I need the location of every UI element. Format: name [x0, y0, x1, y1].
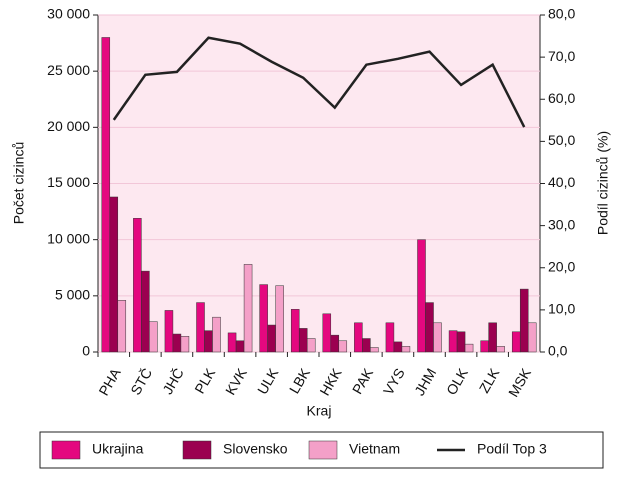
bar [322, 313, 332, 353]
x-tick-label: ULK [254, 365, 282, 397]
bar [101, 37, 111, 353]
bar [267, 324, 276, 353]
bar [133, 218, 142, 353]
x-tick-label: MSK [505, 365, 534, 400]
bar [227, 332, 237, 353]
bar [306, 338, 316, 353]
y2-tick-label: 50,0 [548, 132, 575, 148]
y2-tick-label: 60,0 [548, 90, 575, 106]
bar [401, 346, 411, 353]
bar [172, 333, 182, 353]
legend-label: Podíl Top 3 [477, 441, 547, 457]
bar [298, 328, 308, 353]
bar [464, 343, 474, 353]
y2-tick-label: 70,0 [548, 48, 575, 64]
line [112, 36, 526, 128]
bar [385, 322, 395, 353]
x-tick-label: KVK [222, 365, 250, 398]
bar [488, 322, 497, 353]
y2-tick-label: 10,0 [548, 301, 575, 317]
x-tick-label: JHM [411, 365, 439, 398]
x-tick-label: HKK [316, 365, 345, 399]
y2-tick-label: 20,0 [548, 258, 575, 274]
bar [433, 322, 442, 353]
legend-label: Slovensko [223, 441, 288, 457]
bar [117, 300, 127, 353]
legend-swatch [182, 440, 212, 460]
bar [393, 341, 403, 353]
bar [511, 331, 521, 353]
y2-axis-label: Podíl cizinců (%) [595, 131, 611, 235]
bar [196, 302, 205, 353]
x-axis-label: Kraj [307, 403, 332, 419]
y-tick-label: 30 000 [47, 6, 90, 22]
bar [362, 338, 371, 353]
x-tick-label: VYS [380, 365, 408, 397]
bar [354, 322, 363, 353]
y2-tick-label: 0,0 [548, 343, 568, 359]
x-tick-label: OLK [443, 365, 471, 398]
x-tick-label: LBK [286, 365, 313, 396]
bar [109, 196, 119, 353]
x-tick-label: ZLK [476, 365, 503, 396]
bar [417, 239, 426, 353]
bar [243, 264, 253, 353]
x-tick-label: PAK [349, 365, 377, 397]
bar [212, 316, 221, 353]
bar [141, 270, 150, 353]
bar [275, 285, 284, 353]
bar [338, 340, 348, 353]
bar [180, 336, 190, 353]
y2-tick-label: 40,0 [548, 174, 575, 190]
bar [370, 347, 379, 353]
bar [204, 330, 213, 353]
legend-label: Vietnam [349, 441, 400, 457]
x-tick-label: PLK [191, 365, 218, 396]
bar [480, 340, 489, 353]
bar [235, 340, 245, 353]
y-tick-label: 5 000 [55, 287, 90, 303]
x-tick-label: JHČ [159, 365, 186, 397]
bar [519, 288, 529, 353]
y-tick-label: 0 [82, 343, 90, 359]
y-tick-label: 20 000 [47, 118, 90, 134]
y-tick-label: 10 000 [47, 230, 90, 246]
y-tick-label: 25 000 [47, 62, 90, 78]
bar [456, 331, 466, 353]
legend-swatch [308, 440, 338, 460]
bar [149, 321, 158, 353]
bar [448, 330, 458, 353]
bar [425, 302, 434, 353]
y2-tick-label: 30,0 [548, 216, 575, 232]
bar [330, 334, 340, 353]
legend-swatch [51, 440, 81, 460]
y2-tick-label: 80,0 [548, 6, 575, 22]
bar [496, 346, 505, 353]
bar [259, 284, 268, 353]
y-axis-label: Počet cizinců [11, 142, 27, 224]
bar [290, 309, 300, 353]
y-tick-label: 15 000 [47, 174, 90, 190]
legend-label: Ukrajina [92, 441, 144, 457]
x-tick-label: STČ [127, 365, 155, 397]
bar [527, 322, 537, 353]
bar [164, 310, 174, 353]
x-tick-label: PHA [95, 365, 124, 399]
